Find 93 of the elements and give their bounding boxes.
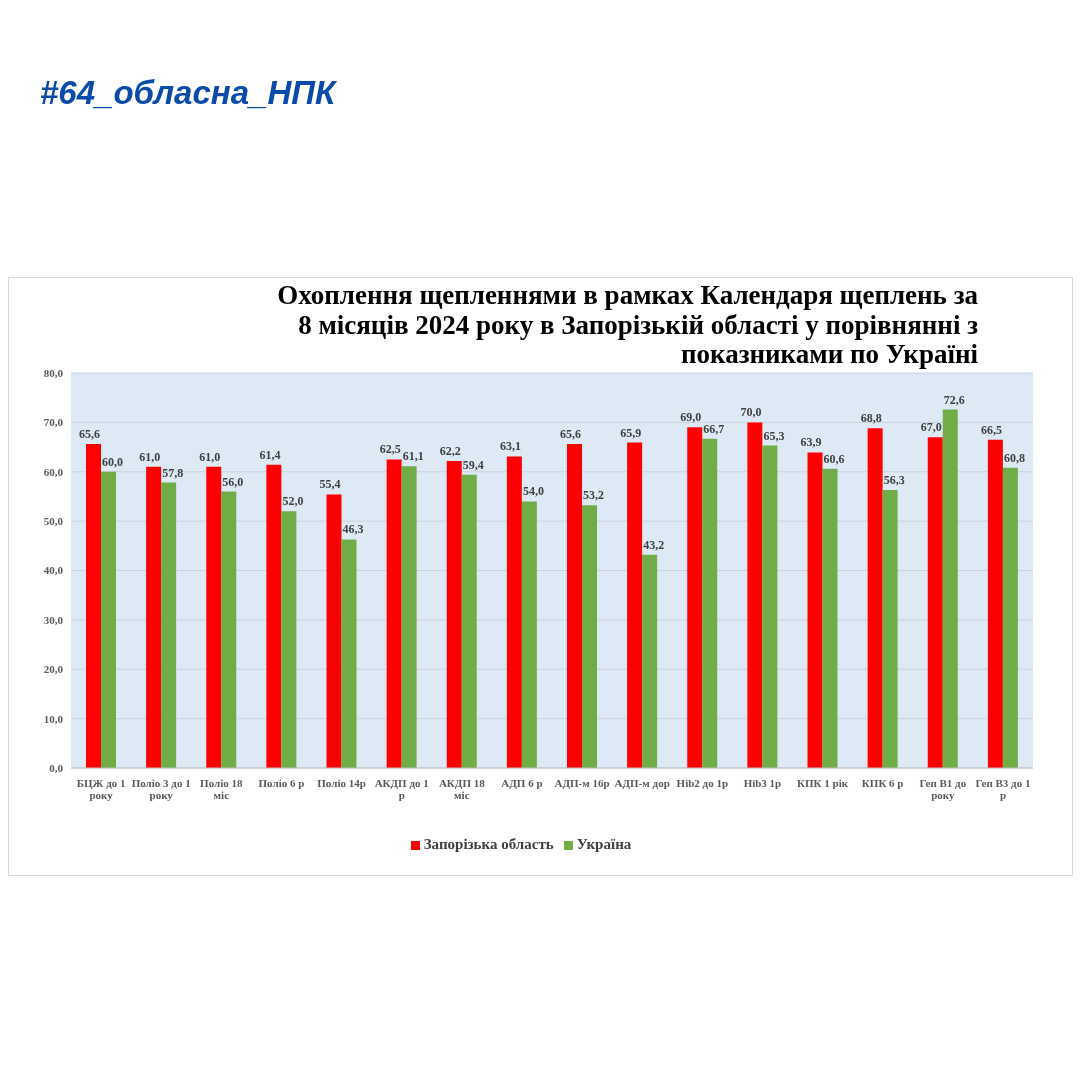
bar [822,468,838,768]
bar [1002,467,1018,768]
x-tick-label: АДП-м 16р [554,777,610,789]
data-label: 54,0 [522,484,544,499]
bar [987,439,1003,768]
data-label: 63,9 [800,435,822,450]
data-label: 61,0 [199,449,221,464]
bar [266,464,282,768]
legend-label: Запорізька область [423,836,554,852]
data-label: 65,6 [560,427,581,442]
y-tick-label: 20,0 [43,663,64,676]
y-tick-label: 40,0 [43,564,64,577]
data-label: 56,3 [883,473,905,488]
bar [521,501,537,768]
data-label: 62,5 [379,442,401,457]
x-tick-label: АКДП до 1 р [374,777,429,801]
bar [506,456,522,768]
chart-title: Охоплення щепленнями в рамках Календаря щеплень за 8 місяців 2024 року в Запорізькій області у порівнянні з показниками по Україні [276,280,978,370]
data-label: 66,7 [703,421,725,436]
data-label: 65,9 [620,425,642,440]
data-label: 66,5 [980,422,1002,437]
x-tick-label: БЦЖ до 1 року [76,777,126,801]
data-label: 65,6 [79,427,100,442]
bar [161,482,177,768]
bar [687,427,703,768]
x-tick-label: Геп В3 до 1 р [975,777,1031,801]
bar [882,490,898,768]
data-label: 70,0 [740,405,762,420]
data-label: 61,0 [139,449,161,464]
bar [927,437,943,768]
bar [206,466,222,768]
bar [807,452,823,768]
x-tick-label: Поліо 18 міс [200,777,244,801]
data-label: 55,4 [319,477,341,492]
bar [867,428,883,768]
y-tick-label: 30,0 [43,613,64,626]
bar [446,460,462,768]
bar [146,466,162,768]
data-label: 52,0 [282,494,304,509]
x-tick-label: Поліо 3 до 1 року [131,777,191,801]
x-tick-label: Hib3 1р [743,777,782,789]
bar [567,444,582,768]
bar [281,511,297,768]
legend-label: Україна [576,836,632,852]
x-tick-label: АДП-м дор [614,777,670,789]
data-label: 60,8 [1003,450,1025,465]
y-tick-label: 50,0 [43,515,64,528]
x-tick-label: КПК 1 рік [797,777,849,789]
data-label: 62,2 [439,443,461,458]
bar [747,422,763,768]
y-tick-label: 60,0 [43,465,64,478]
bar [341,539,357,768]
bar [461,474,477,768]
bar [386,459,402,768]
data-label: 56,0 [222,474,244,489]
bar [642,554,658,768]
data-label: 60,6 [823,451,845,466]
bar [401,466,417,768]
data-label: 57,8 [162,465,184,480]
y-tick-label: 10,0 [43,712,64,725]
data-label: 61,4 [259,447,281,462]
data-label: 60,0 [102,454,123,469]
bar [582,505,597,768]
data-label: 59,4 [462,457,484,472]
bar [942,409,958,768]
data-label: 65,3 [763,428,785,443]
x-tick-label: Геп В1 до року [919,777,967,801]
x-tick-label: АДП 6 р [501,777,543,789]
x-tick-label: АКДП 18 міс [438,777,486,801]
data-label: 61,1 [402,449,424,464]
bar [702,438,718,768]
x-tick-label: Поліо 14р [317,777,366,789]
bar [762,445,778,768]
x-tick-label: Hib2 до 1р [676,777,729,789]
data-label: 67,0 [920,420,942,435]
data-label: 43,2 [643,537,665,552]
data-label: 69,0 [680,410,702,425]
bar [627,442,643,768]
bar [101,471,116,768]
y-tick-label: 0,0 [49,761,64,774]
data-label: 72,6 [943,392,965,407]
text: #64_обласна_НПК [40,74,336,112]
data-label: 46,3 [342,522,364,537]
bar [221,491,237,768]
bar [326,494,342,768]
x-tick-label: КПК 6 р [861,777,904,789]
data-label: 63,1 [499,439,521,454]
data-label: 53,2 [583,488,604,503]
x-tick-label: Поліо 6 р [258,777,305,789]
y-tick-label: 80,0 [43,366,64,379]
data-label: 68,8 [860,411,882,426]
bar [86,444,101,768]
y-tick-label: 70,0 [43,416,64,429]
